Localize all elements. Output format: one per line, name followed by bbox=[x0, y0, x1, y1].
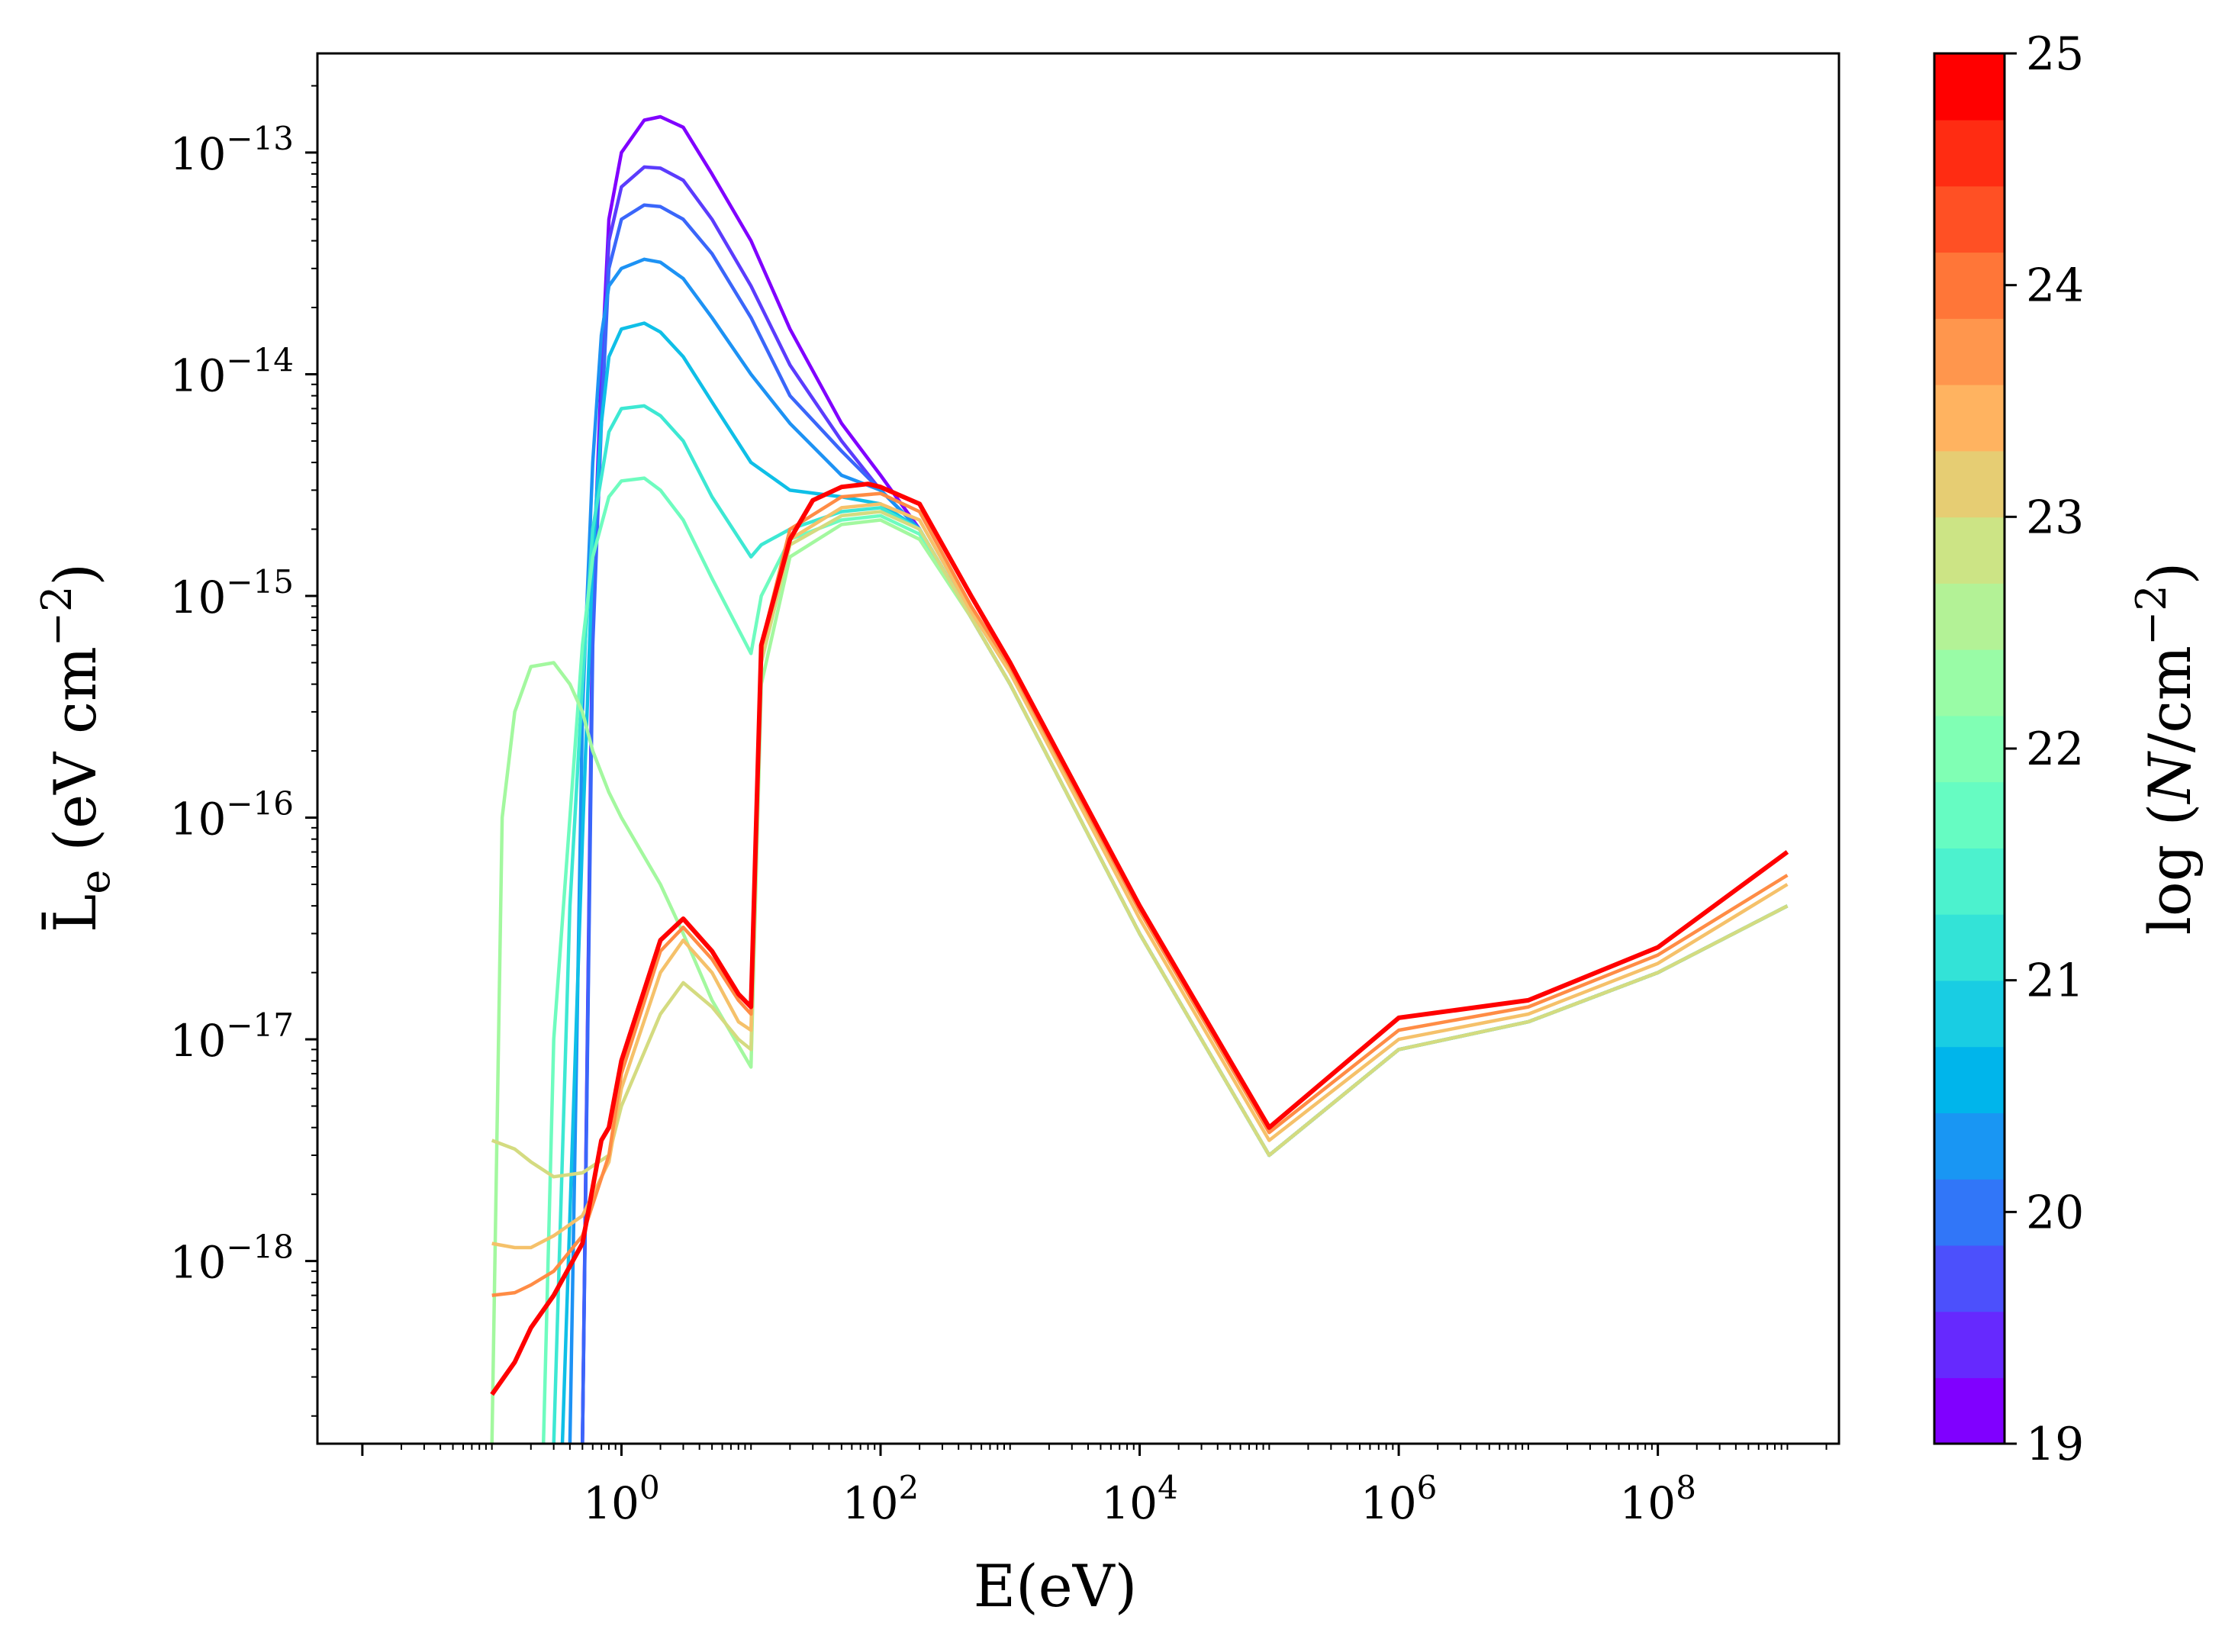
colorbar-tick-label: 21 bbox=[2026, 955, 2084, 1008]
colorbar-segment bbox=[1934, 1377, 2005, 1444]
colorbar-segment bbox=[1934, 781, 2005, 849]
y-tick-label: 10−16 bbox=[170, 785, 294, 845]
x-tick-label: 104 bbox=[1101, 1469, 1178, 1529]
colorbar-tick-label: 23 bbox=[2026, 491, 2084, 544]
colorbar-segment bbox=[1934, 1311, 2005, 1379]
colorbar-segment bbox=[1934, 583, 2005, 650]
x-tick-label: 108 bbox=[1619, 1469, 1696, 1529]
x-tick-label: 106 bbox=[1361, 1469, 1438, 1529]
y-axis-ticks: 10−18 10−17 10−16 10−15 10−14 10−13 bbox=[170, 85, 317, 1417]
colorbar-tick-label: 19 bbox=[2026, 1418, 2084, 1471]
x-axis-ticks: 100 102 104 106 108 bbox=[361, 1444, 1828, 1529]
colorbar-segment bbox=[1934, 384, 2005, 452]
colorbar-segment bbox=[1934, 649, 2005, 717]
series-layer bbox=[490, 114, 1789, 1444]
plot-frame bbox=[316, 52, 1840, 1445]
colorbar-segment bbox=[1934, 848, 2005, 915]
colorbar-tick-label: 20 bbox=[2026, 1186, 2084, 1239]
colorbar-ticks: 19 20 21 22 23 24 25 bbox=[2005, 27, 2084, 1471]
plot-area bbox=[317, 53, 1839, 1444]
y-tick-label: 10−14 bbox=[170, 341, 294, 401]
colorbar-segment bbox=[1934, 53, 2005, 121]
colorbar-segment bbox=[1934, 715, 2005, 783]
colorbar-segment bbox=[1934, 517, 2005, 584]
colorbar-segment bbox=[1934, 119, 2005, 187]
colorbar-segment bbox=[1934, 913, 2005, 981]
x-axis-title: E(eV) bbox=[974, 1552, 1138, 1620]
y-tick-label: 10−17 bbox=[170, 1006, 294, 1067]
y-tick-label: 10−13 bbox=[170, 120, 294, 180]
colorbar-tick-label: 22 bbox=[2026, 723, 2084, 776]
colorbar-segment bbox=[1934, 1113, 2005, 1180]
colorbar-segment bbox=[1934, 1046, 2005, 1113]
colorbar-tick-label: 24 bbox=[2026, 259, 2084, 313]
series-line-logN-25 bbox=[490, 481, 1789, 1396]
x-tick-label: 100 bbox=[583, 1469, 660, 1529]
colorbar bbox=[1934, 53, 2005, 1444]
colorbar-segment bbox=[1934, 185, 2005, 253]
colorbar-segment bbox=[1934, 252, 2005, 319]
y-tick-label: 10−18 bbox=[170, 1229, 294, 1289]
colorbar-segment bbox=[1934, 318, 2005, 385]
y-tick-label: 10−15 bbox=[170, 563, 294, 623]
colorbar-tick-label: 25 bbox=[2026, 27, 2084, 81]
y-axis-title: L̄e (eV cm−2) bbox=[33, 563, 119, 932]
colorbar-segment bbox=[1934, 1178, 2005, 1246]
colorbar-segment bbox=[1934, 1245, 2005, 1312]
colorbar-segment bbox=[1934, 450, 2005, 518]
colorbar-title: log (N/cm−2) bbox=[2127, 562, 2204, 935]
x-tick-label: 102 bbox=[842, 1469, 919, 1529]
colorbar-segment bbox=[1934, 980, 2005, 1048]
